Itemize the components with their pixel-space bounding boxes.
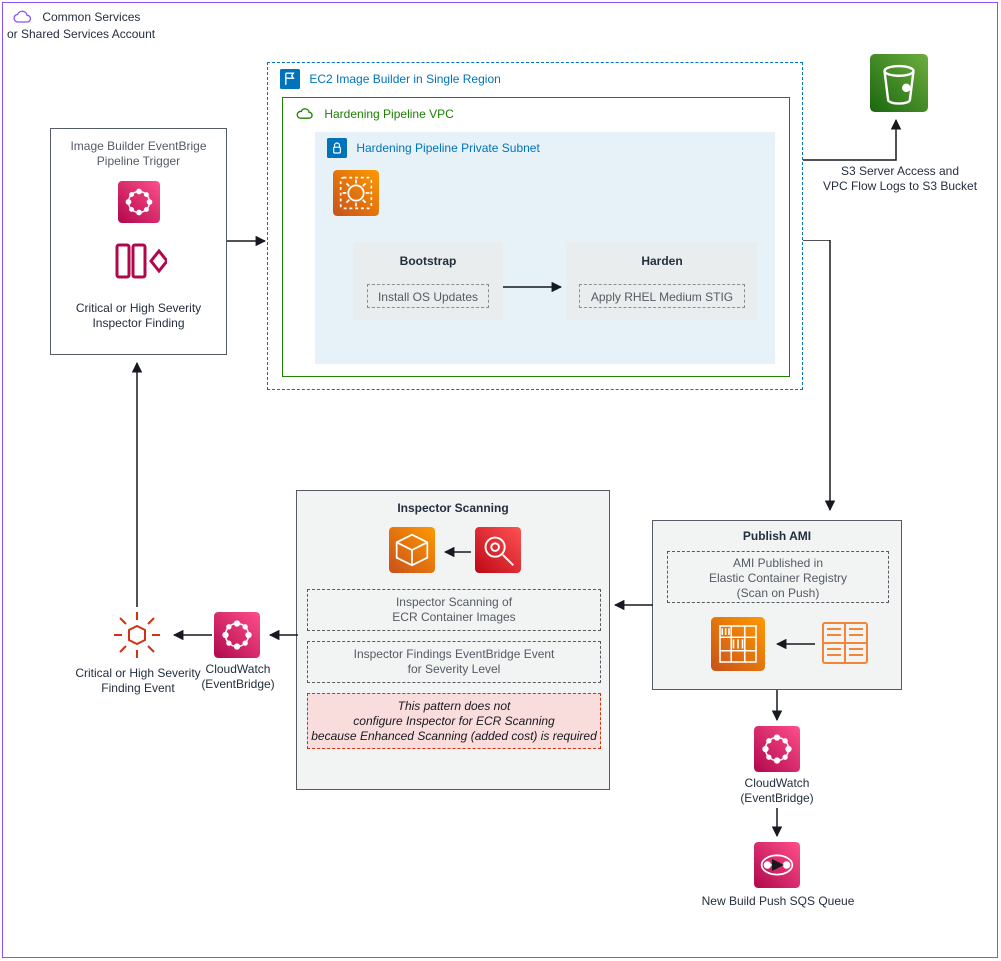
flag-icon [280,69,300,89]
inspector-title: Inspector Scanning [297,501,609,516]
harden-title: Harden [567,254,757,269]
region-container: EC2 Image Builder in Single Region Harde… [267,62,803,390]
arrow-inspector-inner [439,547,473,557]
inspector-finding-icon [111,237,167,285]
trigger-caption: Critical or High Severity Inspector Find… [51,301,226,331]
inspector-note: This pattern does not configure Inspecto… [307,693,601,749]
publish-ami-title: Publish AMI [653,529,901,544]
bootstrap-title: Bootstrap [353,254,503,269]
vpc-cloud-icon [295,104,315,124]
publish-ami-box: Publish AMI AMI Published in Elastic Con… [652,520,902,690]
vpc-header: Hardening Pipeline VPC [289,104,454,124]
arrow-region-s3 [803,110,903,166]
arrow-finding-trigger [132,355,142,611]
sqs-caption: New Build Push SQS Queue [688,894,868,909]
cloud-icon [13,7,33,27]
region-title: EC2 Image Builder in Single Region [309,72,500,86]
ami-icon [821,621,869,665]
inspector-scan-icon [475,527,521,573]
vpc-container: Hardening Pipeline VPC Hardening Pipelin… [282,97,790,377]
arrow-trigger-region [227,236,271,246]
arrow-cloudwatch-finding [168,630,214,640]
arrow-bootstrap-harden [503,282,567,292]
publish-ami-caption: AMI Published in Elastic Container Regis… [667,551,889,603]
image-builder-icon [333,170,379,216]
arrow-inspector-cloudwatch [264,630,300,640]
subnet-title: Hardening Pipeline Private Subnet [356,141,539,155]
bootstrap-step: Bootstrap Install OS Updates [353,242,503,320]
eventbridge-icon [118,181,160,223]
finding-event-icon [110,608,164,662]
inspector-object-icon [389,527,435,573]
arrow-publish-cloudwatch [772,690,782,726]
trigger-title: Image Builder EventBrige Pipeline Trigge… [51,139,226,169]
inspector-row1: Inspector Scanning of ECR Container Imag… [307,589,601,631]
inspector-box: Inspector Scanning [296,490,610,790]
bootstrap-action: Install OS Updates [367,284,489,308]
trigger-box: Image Builder EventBrige Pipeline Trigge… [50,128,227,355]
harden-action: Apply RHEL Medium STIG [579,284,745,308]
vpc-title: Hardening Pipeline VPC [324,107,453,121]
arrow-cloudwatch-sqs [772,808,782,842]
harden-step: Harden Apply RHEL Medium STIG [567,242,757,320]
region-header: EC2 Image Builder in Single Region [274,69,501,89]
arrow-region-publish [800,240,840,520]
s3-caption: S3 Server Access and VPC Flow Logs to S3… [820,164,980,194]
inspector-row2: Inspector Findings EventBridge Event for… [307,641,601,683]
arrow-publish-inspector [609,600,655,610]
lock-icon [327,138,347,158]
s3-icon [870,54,928,112]
cloudwatch2-icon [214,612,260,658]
arrow-ami-ecr [771,639,817,649]
account-header: Common Services or Shared Services Accou… [7,7,155,42]
subnet-header: Hardening Pipeline Private Subnet [321,138,540,158]
ecr-icon [711,617,765,671]
subnet-container: Hardening Pipeline Private Subnet [315,132,775,364]
cloudwatch1-caption: CloudWatch (EventBridge) [730,776,824,806]
sqs-icon [754,842,800,888]
finding-event-caption: Critical or High Severity Finding Event [68,666,208,696]
cloudwatch1-icon [754,726,800,772]
